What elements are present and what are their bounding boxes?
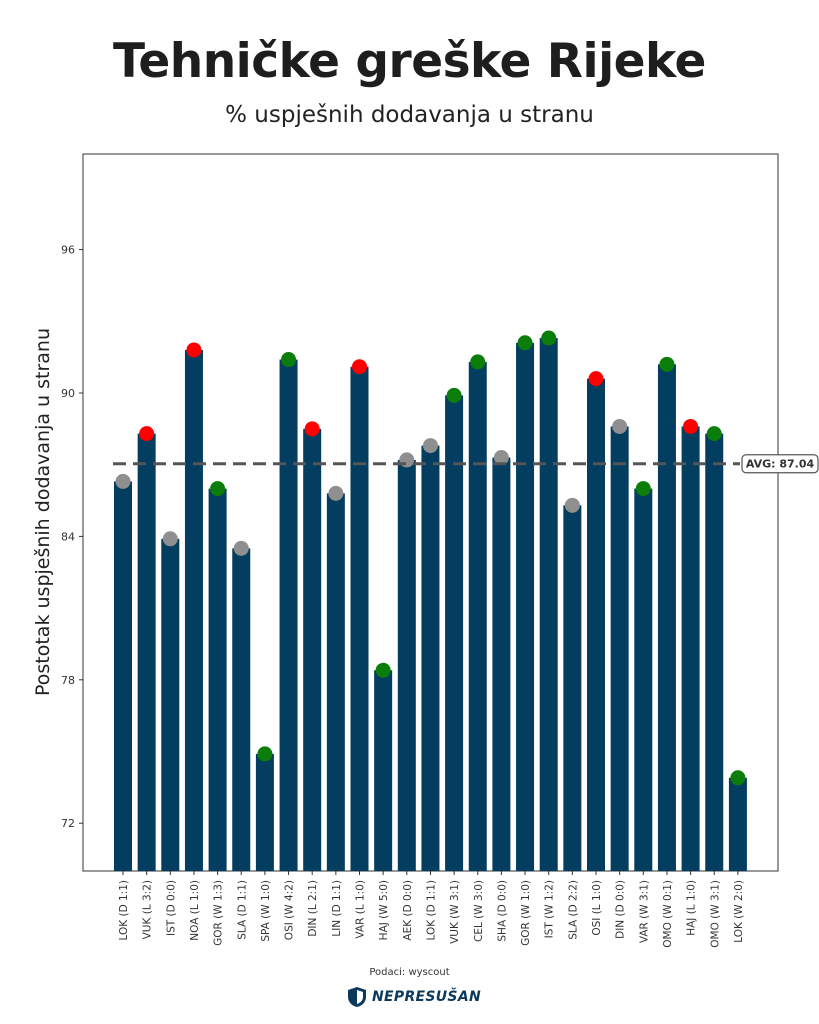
x-tick-label: SPA (W 1:0) [260, 880, 272, 942]
x-tick-label: LOK (W 2:0) [733, 880, 745, 943]
x-axis: LOK (D 1:1) VUK (L 3:2) IST (D 0:0) NOA (L … [118, 871, 745, 948]
x-tick-label: GOR (W 1:3) [213, 880, 225, 946]
result-point [352, 359, 367, 375]
result-point [210, 481, 226, 497]
x-tick-label: HAJ (L 1:0) [686, 880, 698, 936]
x-tick-label: SHA (D 0:0) [496, 880, 508, 942]
bar [728, 777, 747, 871]
result-point [635, 481, 651, 497]
bar [232, 548, 251, 871]
bar [184, 349, 203, 872]
result-point [588, 371, 604, 387]
x-tick-label: VUK (W 3:1) [449, 880, 461, 944]
x-tick-label: SLA (D 1:1) [236, 880, 248, 940]
bar [468, 361, 487, 871]
source-note: Podaci: wyscout [369, 967, 450, 978]
bar [114, 481, 132, 871]
chart-subtitle: % uspješnih dodavanja u stranu [225, 102, 594, 128]
result-point [706, 426, 722, 442]
result-point [730, 770, 746, 786]
y-tick-label: 96 [61, 244, 75, 257]
result-point [233, 540, 249, 556]
bar [516, 342, 535, 871]
x-tick-label: LOK (D 1:1) [425, 880, 437, 940]
bar [492, 457, 511, 871]
bar [255, 753, 274, 871]
bar [539, 338, 558, 871]
bar [634, 488, 653, 871]
bar [397, 459, 416, 871]
x-tick-label: NOA (L 1:0) [189, 880, 201, 941]
result-point [493, 450, 509, 466]
result-point [612, 418, 628, 434]
x-tick-label: DIN (L 2:1) [307, 880, 319, 937]
average-label-box [741, 454, 819, 474]
bar [445, 395, 464, 871]
result-point [162, 531, 178, 547]
chart-title: Tehničke greške Rijeke [113, 34, 706, 89]
x-tick-label: OSI (W 4:2) [284, 880, 296, 940]
bar [303, 428, 322, 871]
average-line-group: AVG: 87.04 [113, 454, 819, 474]
result-point [659, 356, 675, 372]
y-tick-label: 78 [61, 674, 75, 687]
bar [208, 488, 227, 871]
bar-chart: 72 78 84 90 96 AVG: 87.04 LOK (D 1:1) VUK (L … [32, 153, 819, 948]
bar [350, 366, 369, 871]
y-tick-label: 72 [61, 817, 75, 830]
brand-logo-text: NEPRESUŠAN [372, 989, 481, 1005]
x-tick-label: DIN (D 0:0) [615, 880, 627, 939]
x-tick-label: IST (W 1:2) [544, 880, 556, 938]
result-point [564, 497, 580, 513]
average-label: AVG: 87.04 [746, 458, 815, 471]
y-tick-label: 90 [61, 387, 75, 400]
result-point [186, 342, 202, 358]
result-point [257, 746, 273, 762]
result-point [541, 330, 557, 346]
x-tick-label: LOK (D 1:1) [118, 880, 130, 940]
result-point [517, 335, 533, 351]
x-tick-label: VAR (L 1:0) [355, 880, 367, 939]
x-tick-label: OMO (W 3:1) [709, 880, 721, 948]
x-tick-label: LIN (D 1:1) [331, 880, 343, 937]
result-point [470, 354, 486, 370]
result-point [139, 426, 155, 442]
result-point [375, 662, 391, 678]
result-point [281, 352, 297, 368]
result-point [328, 485, 344, 501]
result-point [446, 387, 462, 403]
x-tick-label: SLA (D 2:2) [567, 880, 579, 940]
y-axis-label: Postotak uspješnih dodavanja u stranu [32, 328, 54, 696]
bar [279, 359, 298, 871]
x-tick-label: CEL (W 3:0) [473, 880, 485, 942]
bar [587, 378, 605, 871]
brand-logo: NEPRESUŠAN [347, 985, 481, 1009]
x-tick-label: IST (D 0:0) [165, 880, 177, 936]
x-tick-label: AEK (D 0:0) [402, 880, 414, 941]
result-point [304, 421, 320, 437]
x-tick-label: OSI (L 1:0) [591, 880, 603, 936]
result-point [115, 473, 131, 489]
bar-series [114, 330, 747, 872]
result-point [422, 438, 438, 454]
x-tick-label: HAJ (W 5:0) [378, 880, 390, 940]
bar [657, 364, 676, 871]
x-tick-label: VUK (L 3:2) [142, 880, 154, 939]
bar [705, 433, 724, 871]
bar [326, 493, 345, 871]
shield-icon [348, 987, 366, 1007]
x-tick-label: OMO (W 0:1) [662, 880, 674, 948]
bar [563, 505, 582, 871]
bar [161, 538, 180, 871]
y-axis: 72 78 84 90 96 [61, 244, 83, 830]
bar [374, 670, 393, 871]
bar [610, 426, 629, 871]
x-tick-label: VAR (W 3:1) [638, 880, 650, 943]
result-point [683, 418, 699, 434]
bar [681, 426, 700, 871]
x-tick-label: GOR (W 1:0) [520, 880, 532, 946]
bar [137, 433, 156, 871]
bar [421, 445, 440, 871]
y-tick-label: 84 [61, 530, 75, 543]
